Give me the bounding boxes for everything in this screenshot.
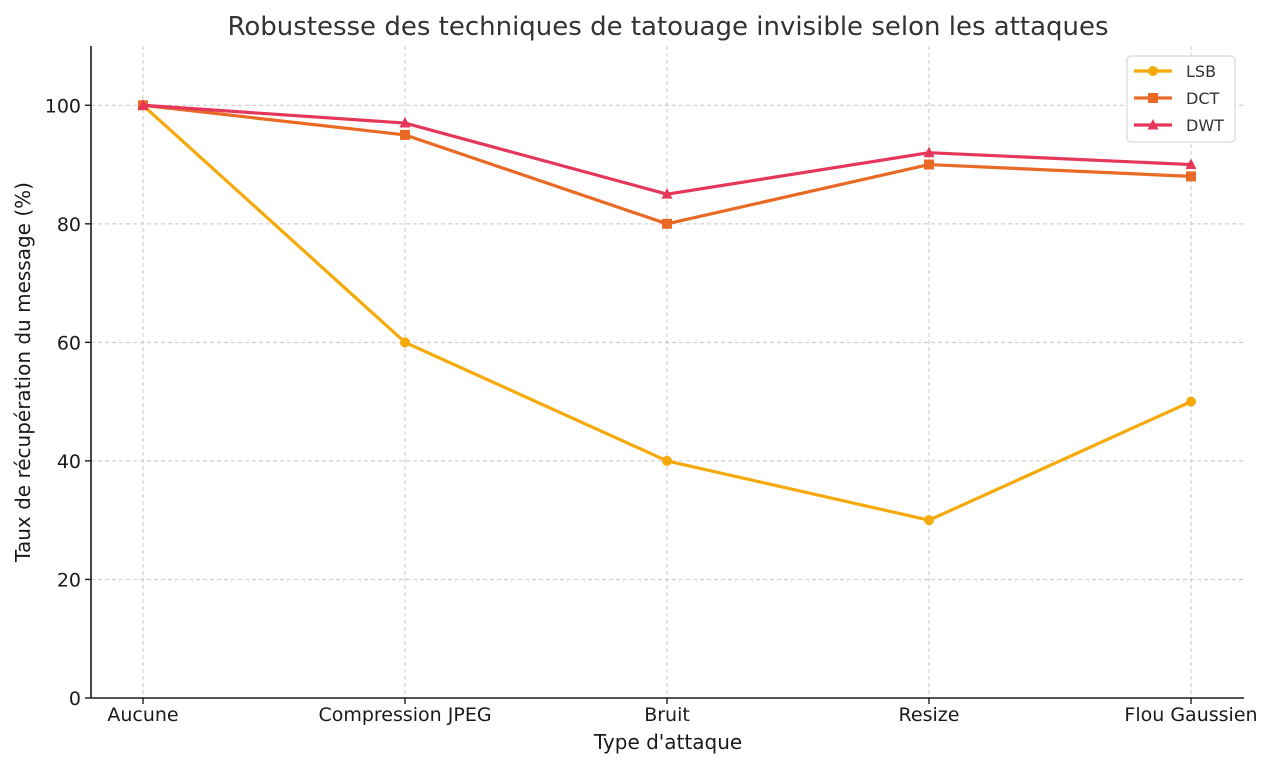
y-tick-label: 100 [45, 95, 81, 117]
data-point [400, 129, 410, 140]
data-point [400, 337, 410, 348]
x-axis-label: Type d'attaque [593, 730, 742, 754]
legend-marker [1147, 119, 1159, 130]
series-group [137, 99, 1197, 526]
series-dwt [137, 99, 1197, 199]
data-point [1186, 171, 1196, 182]
x-tick-label: Flou Gaussien [1124, 704, 1257, 726]
data-point [924, 515, 934, 526]
axes: 0 20 40 60 80 100 Aucune Compression JPEG Bruit R… [45, 46, 1258, 726]
data-point [662, 218, 672, 229]
y-tick-label: 60 [57, 332, 81, 354]
x-tick-label: Aucune [107, 704, 178, 726]
y-tick-label: 0 [69, 688, 81, 710]
data-point [661, 188, 673, 199]
chart-title: Robustesse des techniques de tatouage in… [227, 12, 1108, 42]
legend: LSB DCT DWT [1126, 55, 1236, 143]
data-point [924, 159, 934, 170]
data-point [662, 455, 672, 466]
y-tick-label: 20 [57, 569, 81, 591]
legend-label: LSB [1186, 62, 1216, 81]
x-tick-label: Bruit [644, 704, 690, 726]
y-tick-label: 40 [57, 451, 81, 473]
data-point [923, 146, 935, 158]
legend-label: DWT [1186, 116, 1224, 135]
data-point [1185, 158, 1197, 170]
legend-marker [1148, 93, 1158, 103]
grid [91, 46, 1244, 698]
data-point [137, 99, 149, 110]
legend-item-dct: DCT [1134, 89, 1219, 108]
legend-item-dwt: DWT [1134, 116, 1224, 135]
y-axis-label: Taux de récupération du message (%) [11, 182, 35, 563]
data-point [399, 117, 411, 128]
legend-label: DCT [1186, 89, 1219, 108]
x-tick-label: Compression JPEG [318, 704, 491, 726]
data-point [1186, 396, 1196, 407]
legend-item-lsb: LSB [1134, 62, 1216, 81]
legend-box [1126, 55, 1236, 143]
y-tick-label: 80 [57, 214, 81, 236]
legend-marker [1148, 66, 1158, 76]
x-tick-label: Resize [899, 704, 960, 726]
